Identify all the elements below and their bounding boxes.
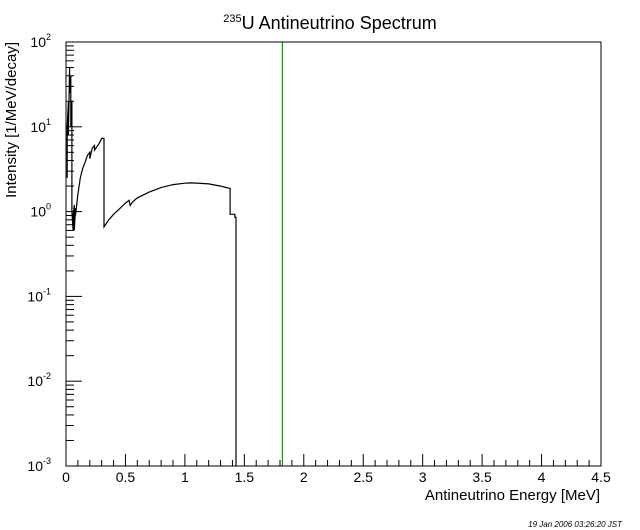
title-superscript: 235 — [223, 13, 241, 25]
y-axis: 102 101 100 10-1 10-2 10-3 — [27, 32, 82, 474]
chart-title: 235U Antineutrino Spectrum — [223, 13, 436, 33]
timestamp: 19 Jan 2006 03:26:20 JST — [528, 520, 623, 529]
x-tick-label: 3.5 — [472, 469, 492, 485]
x-tick-label: 2 — [300, 469, 308, 485]
x-tick-label: 4.5 — [591, 469, 611, 485]
plot-frame — [65, 41, 602, 467]
y-tick-label: 10-2 — [27, 371, 51, 389]
title-main: U Antineutrino Spectrum — [242, 13, 437, 33]
data-layer — [66, 42, 283, 466]
x-axis: 0 0.5 1 1.5 2 2.5 3 3.5 4 4.5 — [62, 454, 611, 485]
y-tick-label: 102 — [30, 32, 51, 50]
y-tick-label: 100 — [30, 202, 51, 220]
x-tick-label: 1 — [181, 469, 189, 485]
x-tick-label: 0.5 — [116, 469, 136, 485]
spectrum-line — [66, 67, 237, 466]
x-tick-label: 4 — [538, 469, 546, 485]
y-tick-label: 101 — [30, 117, 51, 135]
y-axis-label: Intensity [1/MeV/decay] — [3, 42, 20, 198]
x-tick-label: 0 — [62, 469, 70, 485]
x-tick-label: 2.5 — [353, 469, 373, 485]
x-tick-label: 1.5 — [235, 469, 255, 485]
x-axis-label: Antineutrino Energy [MeV] — [425, 487, 600, 504]
x-tick-label: 3 — [419, 469, 427, 485]
y-tick-label: 10-3 — [27, 456, 51, 474]
y-tick-label: 10-1 — [27, 286, 51, 304]
